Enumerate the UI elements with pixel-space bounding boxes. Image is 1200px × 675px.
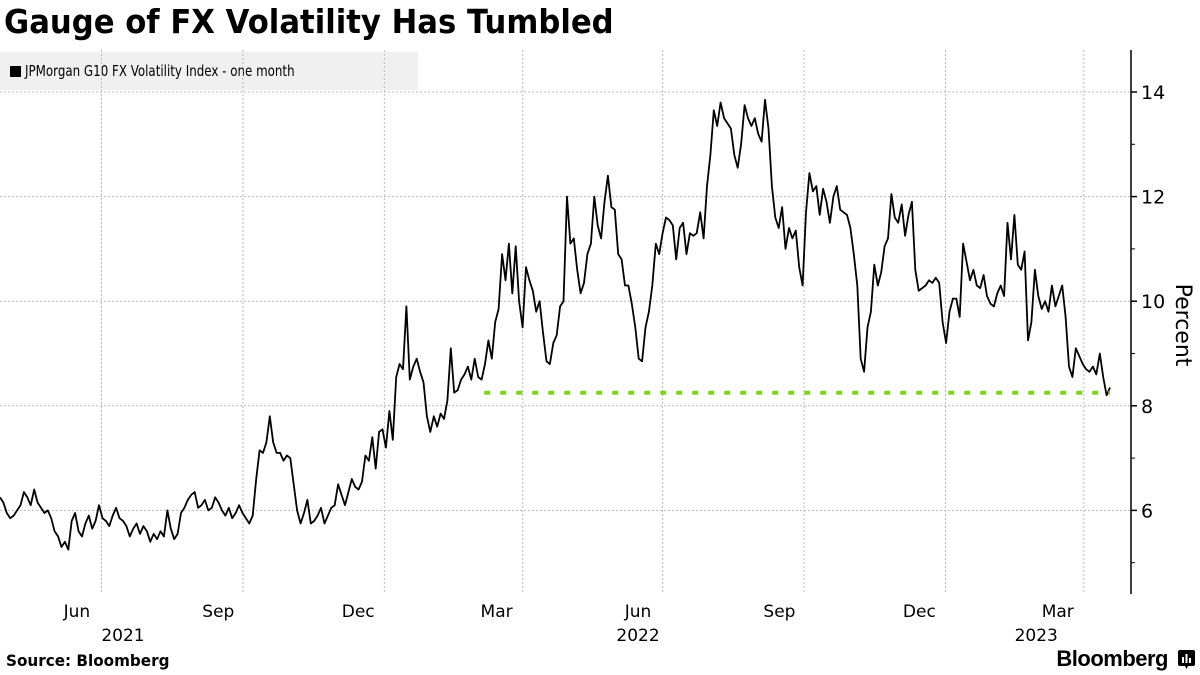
x-tick-label: Mar <box>481 602 513 622</box>
bloomberg-logo-text: Bloomberg <box>1056 646 1168 671</box>
chart-title: Gauge of FX Volatility Has Tumbled <box>4 2 614 41</box>
series-line <box>0 98 1111 551</box>
y-tick-label: 14 <box>1141 82 1165 104</box>
legend-swatch <box>10 65 21 77</box>
x-tick-label: Dec <box>342 602 375 622</box>
y-tick-label: 10 <box>1141 291 1165 313</box>
source-note: Source: Bloomberg <box>6 651 170 670</box>
x-tick-label: Mar <box>1042 602 1074 622</box>
x-year-label: 2022 <box>616 626 659 646</box>
x-tick-label: Sep <box>202 602 234 622</box>
x-tick-label: Sep <box>763 602 795 622</box>
x-tick-label: Jun <box>63 602 91 622</box>
y-tick-label: 12 <box>1141 187 1165 209</box>
legend-label: JPMorgan G10 FX Volatility Index - one m… <box>25 62 295 80</box>
x-tick-label: Jun <box>624 602 652 622</box>
y-tick-label: 8 <box>1141 396 1153 418</box>
y-tick-label: 6 <box>1141 500 1153 522</box>
bloomberg-chart-icon <box>1178 650 1195 669</box>
y-axis-label: Percent <box>1170 284 1195 367</box>
x-year-label: 2023 <box>1015 626 1058 646</box>
legend: JPMorgan G10 FX Volatility Index - one m… <box>0 52 418 90</box>
x-tick-label: Dec <box>903 602 936 622</box>
x-year-label: 2021 <box>101 626 144 646</box>
